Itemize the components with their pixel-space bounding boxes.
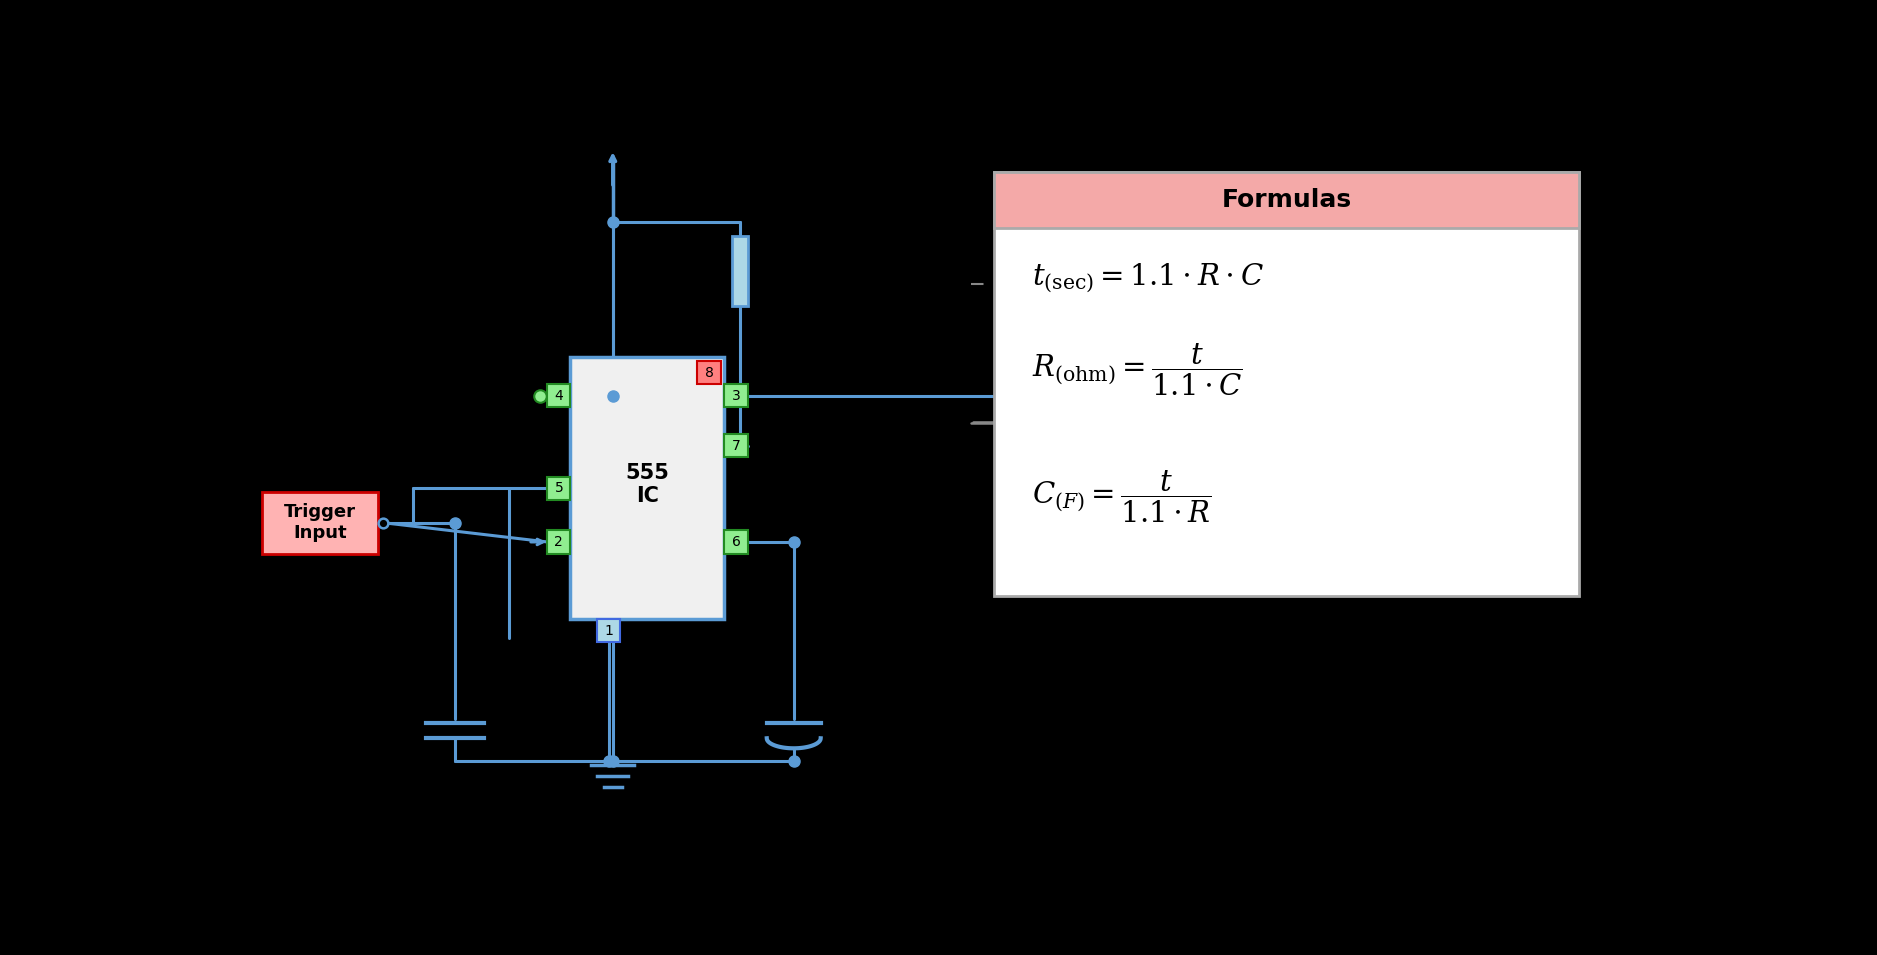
FancyBboxPatch shape <box>548 477 571 499</box>
Polygon shape <box>1032 284 1333 423</box>
Text: 6: 6 <box>732 535 740 549</box>
Text: 7: 7 <box>732 438 740 453</box>
Text: Trigger
Input: Trigger Input <box>283 503 357 542</box>
FancyBboxPatch shape <box>725 435 747 457</box>
FancyBboxPatch shape <box>725 384 747 407</box>
Text: 3: 3 <box>732 389 740 403</box>
Text: 1: 1 <box>604 624 614 638</box>
Text: $C_{(F)} = \dfrac{t}{1.1 \cdot R}$: $C_{(F)} = \dfrac{t}{1.1 \cdot R}$ <box>1032 469 1213 525</box>
FancyBboxPatch shape <box>548 384 571 407</box>
Text: $R_{(\mathrm{ohm})} = \dfrac{t}{1.1 \cdot C}$: $R_{(\mathrm{ohm})} = \dfrac{t}{1.1 \cdo… <box>1032 342 1243 398</box>
FancyBboxPatch shape <box>732 236 747 306</box>
Text: 4: 4 <box>554 389 563 403</box>
FancyBboxPatch shape <box>698 361 721 384</box>
FancyBboxPatch shape <box>597 619 621 642</box>
FancyBboxPatch shape <box>995 172 1579 596</box>
Text: 5: 5 <box>554 481 563 495</box>
FancyBboxPatch shape <box>263 492 377 554</box>
FancyBboxPatch shape <box>995 172 1579 228</box>
Text: 555
IC: 555 IC <box>625 462 670 506</box>
Text: 2: 2 <box>554 535 563 549</box>
FancyBboxPatch shape <box>725 530 747 554</box>
FancyBboxPatch shape <box>548 530 571 554</box>
Text: 8: 8 <box>704 366 713 379</box>
FancyBboxPatch shape <box>571 357 725 619</box>
Text: Formulas: Formulas <box>1222 188 1351 212</box>
Text: $t_{(\mathrm{sec})} = 1.1 \cdot R \cdot C$: $t_{(\mathrm{sec})} = 1.1 \cdot R \cdot … <box>1032 261 1265 295</box>
